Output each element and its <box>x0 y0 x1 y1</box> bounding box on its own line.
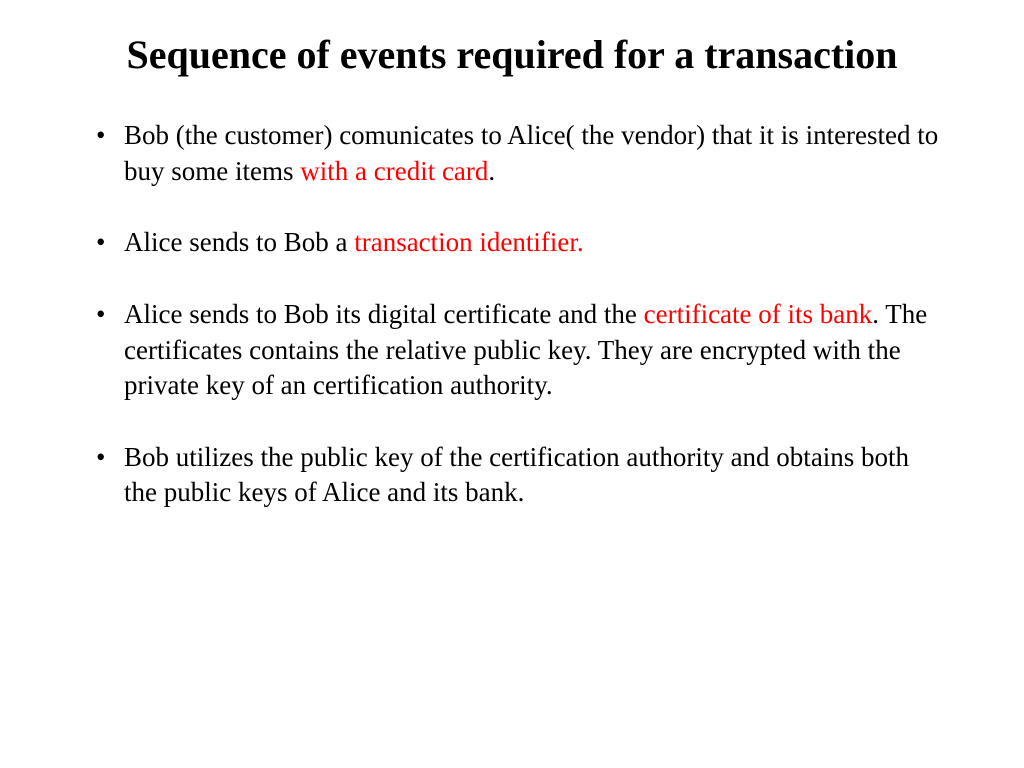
bullet-item: Bob utilizes the public key of the certi… <box>96 440 944 511</box>
slide-title: Sequence of events required for a transa… <box>80 30 944 80</box>
bullet-item: Alice sends to Bob its digital certifica… <box>96 297 944 404</box>
body-text: Bob utilizes the public key of the certi… <box>124 442 909 508</box>
body-text: Alice sends to Bob a <box>124 227 354 257</box>
bullet-item: Alice sends to Bob a transaction identif… <box>96 225 944 261</box>
slide: Sequence of events required for a transa… <box>0 0 1024 768</box>
body-text: Bob (the customer) comunicates to Alice(… <box>124 120 938 186</box>
bullet-list: Bob (the customer) comunicates to Alice(… <box>80 118 944 511</box>
body-text: . <box>488 156 495 186</box>
bullet-item: Bob (the customer) comunicates to Alice(… <box>96 118 944 189</box>
highlight-text: certificate of its bank <box>644 299 873 329</box>
highlight-text: transaction identifier. <box>354 227 583 257</box>
body-text: Alice sends to Bob its digital certifica… <box>124 299 644 329</box>
highlight-text: with a credit card <box>300 156 488 186</box>
